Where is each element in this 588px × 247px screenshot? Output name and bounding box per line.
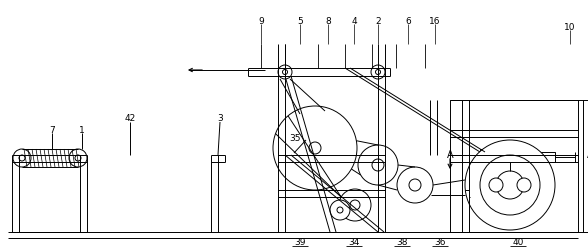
- Text: 4: 4: [351, 18, 357, 26]
- Bar: [480, 152, 555, 162]
- Text: A: A: [447, 150, 453, 160]
- Circle shape: [19, 155, 25, 161]
- Text: 35: 35: [289, 133, 300, 143]
- Circle shape: [278, 65, 292, 79]
- Circle shape: [496, 171, 524, 199]
- Circle shape: [376, 69, 380, 75]
- Text: 39: 39: [294, 238, 306, 247]
- Text: 16: 16: [429, 18, 441, 26]
- Text: 42: 42: [125, 114, 136, 123]
- Circle shape: [372, 159, 384, 171]
- Bar: [480, 149, 488, 165]
- Circle shape: [273, 106, 357, 190]
- Circle shape: [282, 69, 288, 75]
- Text: 8: 8: [325, 18, 331, 26]
- Circle shape: [13, 149, 31, 167]
- Circle shape: [358, 145, 398, 185]
- Text: 7: 7: [49, 125, 55, 135]
- Circle shape: [69, 149, 87, 167]
- Text: 36: 36: [435, 238, 446, 247]
- Text: 9: 9: [258, 18, 264, 26]
- Text: A: A: [587, 150, 588, 160]
- Text: 1: 1: [79, 125, 85, 135]
- Circle shape: [309, 142, 321, 154]
- Text: 3: 3: [217, 114, 223, 123]
- Text: 38: 38: [396, 238, 407, 247]
- Circle shape: [489, 178, 503, 192]
- Circle shape: [517, 178, 531, 192]
- Text: 5: 5: [297, 18, 303, 26]
- Bar: [450, 100, 578, 232]
- Circle shape: [330, 200, 350, 220]
- Text: 2: 2: [375, 18, 381, 26]
- Circle shape: [397, 167, 433, 203]
- Circle shape: [350, 200, 360, 210]
- Circle shape: [337, 207, 343, 213]
- Circle shape: [75, 155, 81, 161]
- Text: 34: 34: [348, 238, 360, 247]
- Circle shape: [339, 189, 371, 221]
- Text: 6: 6: [405, 18, 411, 26]
- Circle shape: [371, 65, 385, 79]
- Circle shape: [480, 155, 540, 215]
- Text: 10: 10: [564, 23, 576, 33]
- Circle shape: [409, 179, 421, 191]
- Circle shape: [465, 140, 555, 230]
- Text: 40: 40: [512, 238, 524, 247]
